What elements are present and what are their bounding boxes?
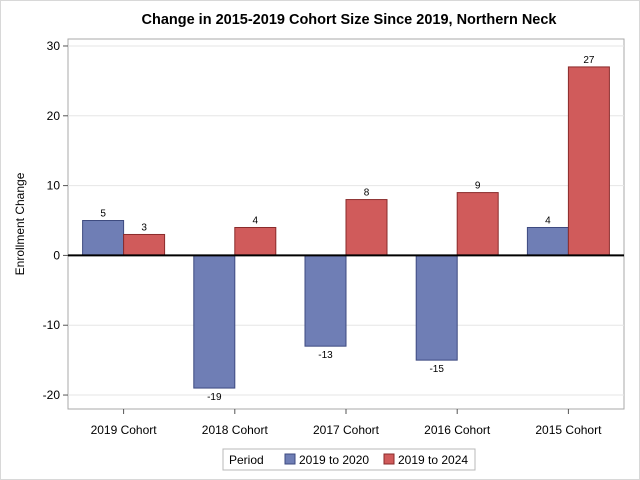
bars <box>82 66 610 389</box>
y-axis-label: Enrollment Change <box>13 172 27 275</box>
chart-title: Change in 2015-2019 Cohort Size Since 20… <box>141 12 557 28</box>
bar <box>345 199 388 256</box>
y-tick-label: -10 <box>43 318 61 332</box>
legend: Period 2019 to 2020 2019 to 2024 <box>222 448 476 471</box>
x-tick-label: 2018 Cohort <box>202 423 269 437</box>
bar <box>567 66 610 256</box>
data-label: 3 <box>141 222 147 233</box>
x-tick-label: 2017 Cohort <box>313 423 380 437</box>
data-label: 4 <box>545 215 551 226</box>
x-tick-label: 2015 Cohort <box>535 423 602 437</box>
x-tick-label: 2016 Cohort <box>424 423 491 437</box>
bar <box>234 226 277 256</box>
data-label: 4 <box>253 215 259 226</box>
legend-entry: 2019 to 2020 <box>299 453 369 467</box>
data-label: -13 <box>318 350 333 361</box>
x-axis: 2019 Cohort 2018 Cohort 2017 Cohort 2016 Co… <box>91 409 602 437</box>
bar <box>415 254 458 361</box>
legend-title: Period <box>229 453 264 467</box>
data-label: 5 <box>100 209 106 220</box>
data-labels: 5 3 -19 4 -13 8 -15 9 4 27 <box>100 55 595 403</box>
bar <box>304 254 347 347</box>
data-label: -15 <box>429 364 444 375</box>
legend-entry: 2019 to 2024 <box>398 453 468 467</box>
bar <box>456 192 499 256</box>
bar <box>193 254 236 389</box>
data-label: 27 <box>583 55 595 66</box>
bar <box>526 226 569 256</box>
x-tick-label: 2019 Cohort <box>91 423 158 437</box>
y-tick-label: 30 <box>47 39 61 53</box>
bar <box>123 233 166 256</box>
data-label: 8 <box>364 188 370 199</box>
y-tick-label: 0 <box>53 248 60 262</box>
y-tick-label: -20 <box>43 388 61 402</box>
data-label: 9 <box>475 181 481 192</box>
bar <box>82 220 125 256</box>
legend-swatch <box>383 453 395 465</box>
y-tick-label: 10 <box>47 179 61 193</box>
y-axis: -20 -10 0 10 20 30 <box>43 39 68 402</box>
y-tick-label: 20 <box>47 109 61 123</box>
data-label: -19 <box>207 392 222 403</box>
legend-swatch <box>284 453 296 465</box>
